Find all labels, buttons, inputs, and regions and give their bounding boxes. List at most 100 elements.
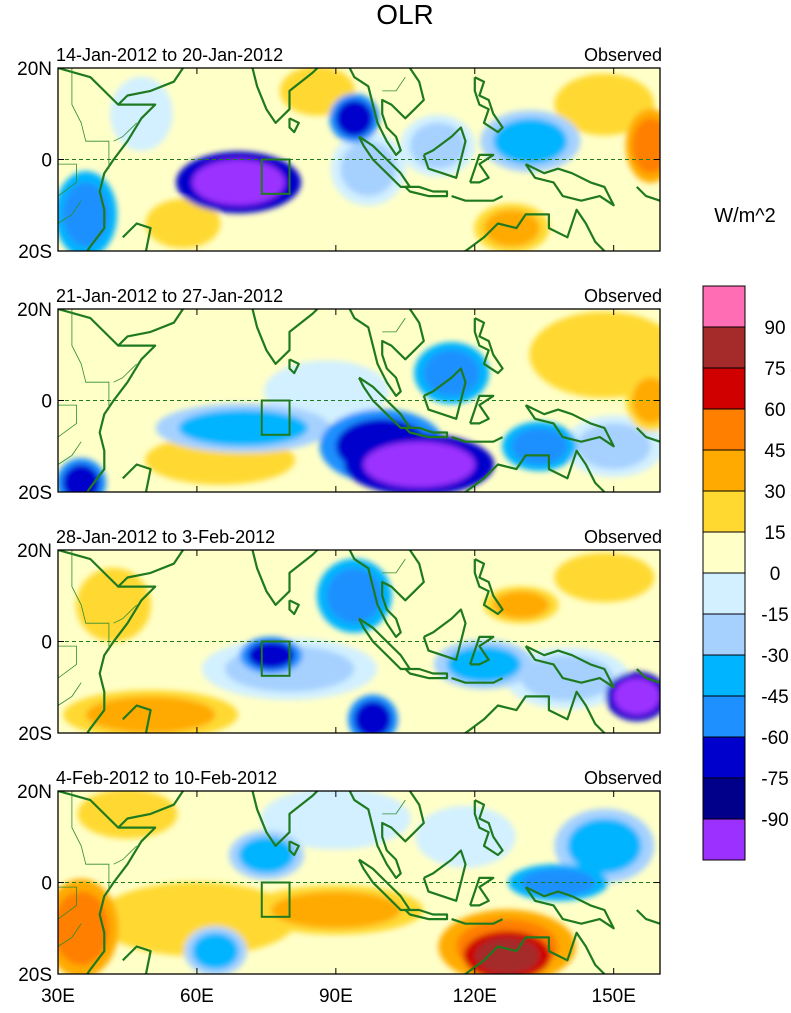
anomaly-cell xyxy=(446,646,522,683)
coastline xyxy=(348,68,425,156)
y-tick-label: 0 xyxy=(41,633,52,654)
anomaly-cell xyxy=(178,409,309,447)
region-box xyxy=(260,881,291,918)
coastline xyxy=(288,117,300,134)
coastline xyxy=(288,358,300,375)
anomaly-cell xyxy=(613,678,660,715)
colorbar-label: -75 xyxy=(761,769,788,790)
coastline xyxy=(422,126,467,179)
colorbar-swatch xyxy=(702,449,746,492)
colorbar-label: 15 xyxy=(764,523,785,544)
x-tick-label: 120E xyxy=(453,986,497,1007)
coastline xyxy=(473,317,504,375)
panel-source-label: Observed xyxy=(584,286,662,306)
y-tick-label: 0 xyxy=(41,151,52,172)
anomaly-cell xyxy=(58,891,109,965)
colorbar-swatch xyxy=(702,654,746,697)
coastline xyxy=(473,558,504,616)
coastline xyxy=(524,645,615,689)
anomaly-cell xyxy=(567,81,642,128)
coastline xyxy=(288,840,300,857)
country-border xyxy=(58,682,82,706)
coastline xyxy=(117,68,184,106)
country-border xyxy=(113,363,137,383)
coastline xyxy=(422,367,467,420)
country-border xyxy=(280,68,282,69)
y-tick-label: 0 xyxy=(41,874,52,895)
y-tick-label: 20N xyxy=(17,782,52,803)
colorbar-swatch xyxy=(702,613,746,656)
coastline xyxy=(463,449,606,492)
panel-source-label: Observed xyxy=(584,527,662,547)
colorbar-label: -45 xyxy=(761,687,788,708)
colorbar-swatch xyxy=(702,736,746,779)
y-tick-label: 20S xyxy=(18,724,52,745)
anomaly-cell xyxy=(326,568,383,624)
colorbar-label: -30 xyxy=(761,646,788,667)
x-axis: 30E 60E 90E 120E 150E xyxy=(41,986,636,1007)
panel-period-label: 4-Feb-2012 to 10-Feb-2012 xyxy=(56,768,277,788)
coastline xyxy=(463,208,606,251)
country-border xyxy=(382,799,406,815)
country-border xyxy=(58,886,77,920)
colorbar-swatch xyxy=(702,490,746,533)
coastline xyxy=(636,427,660,443)
colorbar-swatch xyxy=(702,572,746,615)
coastline xyxy=(636,909,660,925)
panel-period-label: 28-Jan-2012 to 3-Feb-2012 xyxy=(56,527,275,547)
anomaly-cell xyxy=(192,159,285,206)
country-border xyxy=(71,550,110,651)
colorbar-label: -90 xyxy=(761,810,788,831)
country-border xyxy=(58,163,77,197)
anomaly-cell xyxy=(247,641,295,669)
x-tick-label: 90E xyxy=(319,986,353,1007)
coastline xyxy=(463,931,606,974)
colorbar-label: 45 xyxy=(764,441,785,462)
coastline xyxy=(422,849,467,902)
colorbar-label: 60 xyxy=(764,400,785,421)
anomaly-cell xyxy=(493,591,549,619)
y-tick-label: 20S xyxy=(18,483,52,504)
panel-period-label: 14-Jan-2012 to 20-Jan-2012 xyxy=(56,45,283,65)
panel-2: 20N 0 20S 21-Jan-2012 to 27-Jan-2012 Observe… xyxy=(17,286,662,504)
anomaly-cell xyxy=(192,932,239,970)
panel-source-label: Observed xyxy=(584,45,662,65)
coastline xyxy=(404,667,449,680)
coastline xyxy=(348,550,425,638)
country-border xyxy=(58,441,82,465)
coastline xyxy=(288,599,300,616)
coastline xyxy=(451,195,504,202)
y-tick-label: 20S xyxy=(18,242,52,263)
panel-source-label: Observed xyxy=(584,768,662,788)
country-border xyxy=(58,404,77,438)
coastline xyxy=(122,704,152,733)
coastline xyxy=(122,945,152,974)
colorbar-swatch xyxy=(702,326,746,369)
anomaly-cell xyxy=(567,559,642,596)
anomaly-cell xyxy=(484,209,540,247)
coastline xyxy=(58,309,157,492)
coastline xyxy=(473,799,504,857)
coastline xyxy=(117,309,184,347)
anomaly-cell xyxy=(238,836,295,874)
anomaly-cell xyxy=(521,655,614,701)
colorbar: 90 75 60 45 30 15 0 -15 -30 -45 -60 -75 -90 xyxy=(702,285,789,861)
panel-3: 20N 0 20S 28-Jan-2012 to 3-Feb-2012 Observed xyxy=(17,527,662,745)
country-border xyxy=(71,791,110,892)
colorbar-swatch xyxy=(702,408,746,451)
coastline xyxy=(463,690,606,733)
region-box xyxy=(260,399,291,436)
country-border xyxy=(280,791,282,792)
country-border xyxy=(382,76,406,92)
colorbar-label: 90 xyxy=(764,318,785,339)
anomaly-cell xyxy=(90,795,165,833)
country-border xyxy=(58,923,82,947)
country-border xyxy=(382,317,406,333)
anomaly-cell xyxy=(85,577,142,633)
coastline xyxy=(404,185,449,198)
y-tick-label: 20N xyxy=(17,59,52,80)
chart-title: OLR xyxy=(376,0,434,30)
coastline xyxy=(58,550,157,733)
country-border xyxy=(71,309,110,410)
coastline xyxy=(117,791,184,829)
